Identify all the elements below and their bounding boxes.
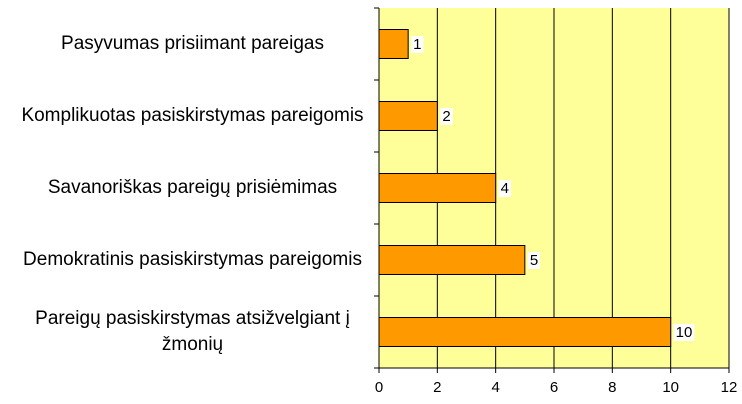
category-label: Savanoriškas pareigų prisiėmimas [47,177,338,198]
category-label: Pasyvumas prisiimant pareigas [61,33,324,54]
x-tick-label: 2 [433,379,441,396]
data-label-bg [440,107,453,125]
x-tick-label: 10 [662,379,679,396]
bar [378,101,438,131]
x-tick-label: 0 [375,379,383,396]
data-label: 10 [676,324,693,341]
data-label-bg [673,323,695,341]
x-tick-label: 4 [491,379,499,396]
bar [378,29,409,59]
data-label: 1 [413,36,421,53]
data-label: 5 [530,252,538,269]
data-label-bg [411,35,424,53]
data-label-bg [527,251,541,269]
bar [378,173,497,203]
data-label: 2 [442,108,450,125]
category-label: Komplikuotas pasiskirstymas pareigomis [21,105,364,126]
data-label: 4 [501,180,509,197]
category-label: Demokratinis pasiskirstymas pareigomis [23,249,362,270]
x-tick-label: 6 [550,379,558,396]
bar [378,245,526,275]
x-tick-label: 8 [608,379,616,396]
data-label-bg [498,179,512,197]
bar [378,317,672,347]
category-label: Pareigų pasiskirstymas atsižvelgiant į ž… [35,308,350,355]
x-tick-label: 12 [721,379,738,396]
